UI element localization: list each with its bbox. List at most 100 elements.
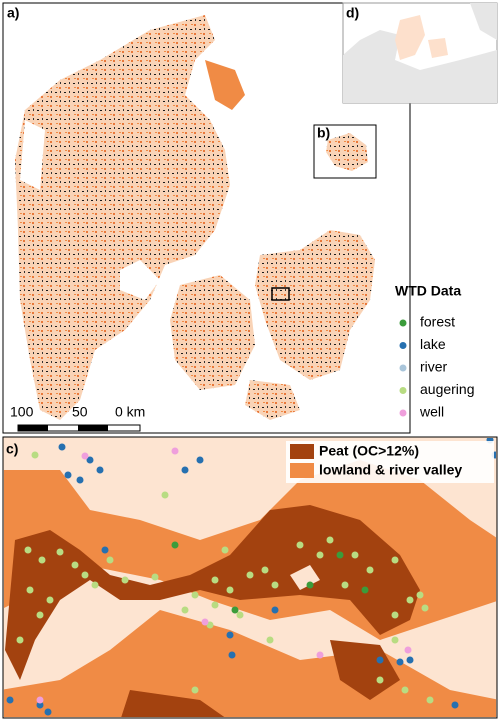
panel-label: a) [7,5,19,21]
wtd-point [391,611,399,619]
wtd-point [76,476,84,484]
wtd-point [91,581,99,589]
wtd-point [58,443,66,451]
wtd-point [211,601,219,609]
wtd-point [404,646,412,654]
wtd-point [161,491,169,499]
wtd-point [96,466,104,474]
wtd-point [171,541,179,549]
wtd-point [31,451,39,459]
wtd-point [81,571,89,579]
wtd-point [228,651,236,659]
wtd-point [24,546,32,554]
wtd-point [71,561,79,569]
wtd-point [391,636,399,644]
wtd-point [211,576,219,584]
wtd-point [376,656,384,664]
neighbour-land [470,3,497,40]
wtd-point [316,651,324,659]
wtd-point [421,604,429,612]
wtd-point [81,452,89,460]
legend-label: forest [420,314,455,330]
wtd-point [271,581,279,589]
wtd-point [396,658,404,666]
wtd-point [391,556,399,564]
wtd-point [426,696,434,704]
wtd-point [351,551,359,559]
denmark-inset [428,38,448,58]
wtd-point [266,636,274,644]
legend-label: augering [420,381,475,397]
wtd-point [196,456,204,464]
scale-bar [17,424,141,432]
legend-label: lowland & river valley [319,462,462,478]
legend-box [286,441,494,483]
wtd-point [261,566,269,574]
denmark-map [15,15,375,420]
wtd-point [221,546,229,554]
wtd-point [44,708,52,716]
denmark-inset [395,15,425,60]
wtd-point [236,611,244,619]
wtd-point [341,581,349,589]
wtd-point [181,606,189,614]
wtd-point [6,696,14,704]
wtd-point [36,701,44,709]
wtd-point [201,618,209,626]
wtd-point [406,656,414,664]
wtd-point [296,541,304,549]
wtd-point [416,591,424,599]
legend-label: well [419,404,444,420]
wtd-point [191,591,199,599]
wtd-point [181,466,189,474]
panel-label: d) [346,5,359,21]
wtd-point [326,536,334,544]
legend-swatch [399,364,407,372]
wtd-point [56,548,64,556]
detail-map [4,460,496,717]
wtd-point [271,606,279,614]
wtd-point [226,631,234,639]
wtd-point [171,447,179,455]
legend-swatch [399,387,407,394]
wtd-point [361,586,369,594]
wtd-point [401,686,409,694]
wtd-point [16,636,24,644]
legend-title: WTD Data [395,283,461,299]
wtd-point [406,596,414,604]
legend-label: Peat (OC>12%) [319,443,419,459]
bornholm [326,133,368,171]
legend-swatch [290,463,314,478]
wtd-point [64,471,72,479]
wtd-point [38,556,46,564]
panel-c-extent [271,287,290,301]
wtd-point [231,606,239,614]
wtd-point [46,596,54,604]
neighbour-land [343,30,497,103]
wtd-point [306,581,314,589]
wtd-point [451,701,459,709]
legend-swatch [399,319,407,327]
wtd-point [366,566,374,574]
legend-label: river [420,359,448,375]
wtd-point [191,686,199,694]
wtd-point [246,571,254,579]
panel-label: c) [6,441,18,457]
legend-swatch [399,342,407,349]
wtd-point [26,586,34,594]
legend-swatch [399,409,407,417]
panel-label: b) [317,125,330,141]
wtd-point [376,676,384,684]
wtd-point [151,573,159,581]
wtd-point [36,611,44,619]
wtd-point [316,551,324,559]
scale-label: 50 [72,404,88,420]
legend-swatch [290,444,314,459]
wtd-point [101,546,109,554]
scale-label: 100 [10,404,34,420]
wtd-point [336,551,344,559]
wtd-point [121,576,129,584]
wtd-point [226,586,234,594]
wtd-point [36,696,44,704]
